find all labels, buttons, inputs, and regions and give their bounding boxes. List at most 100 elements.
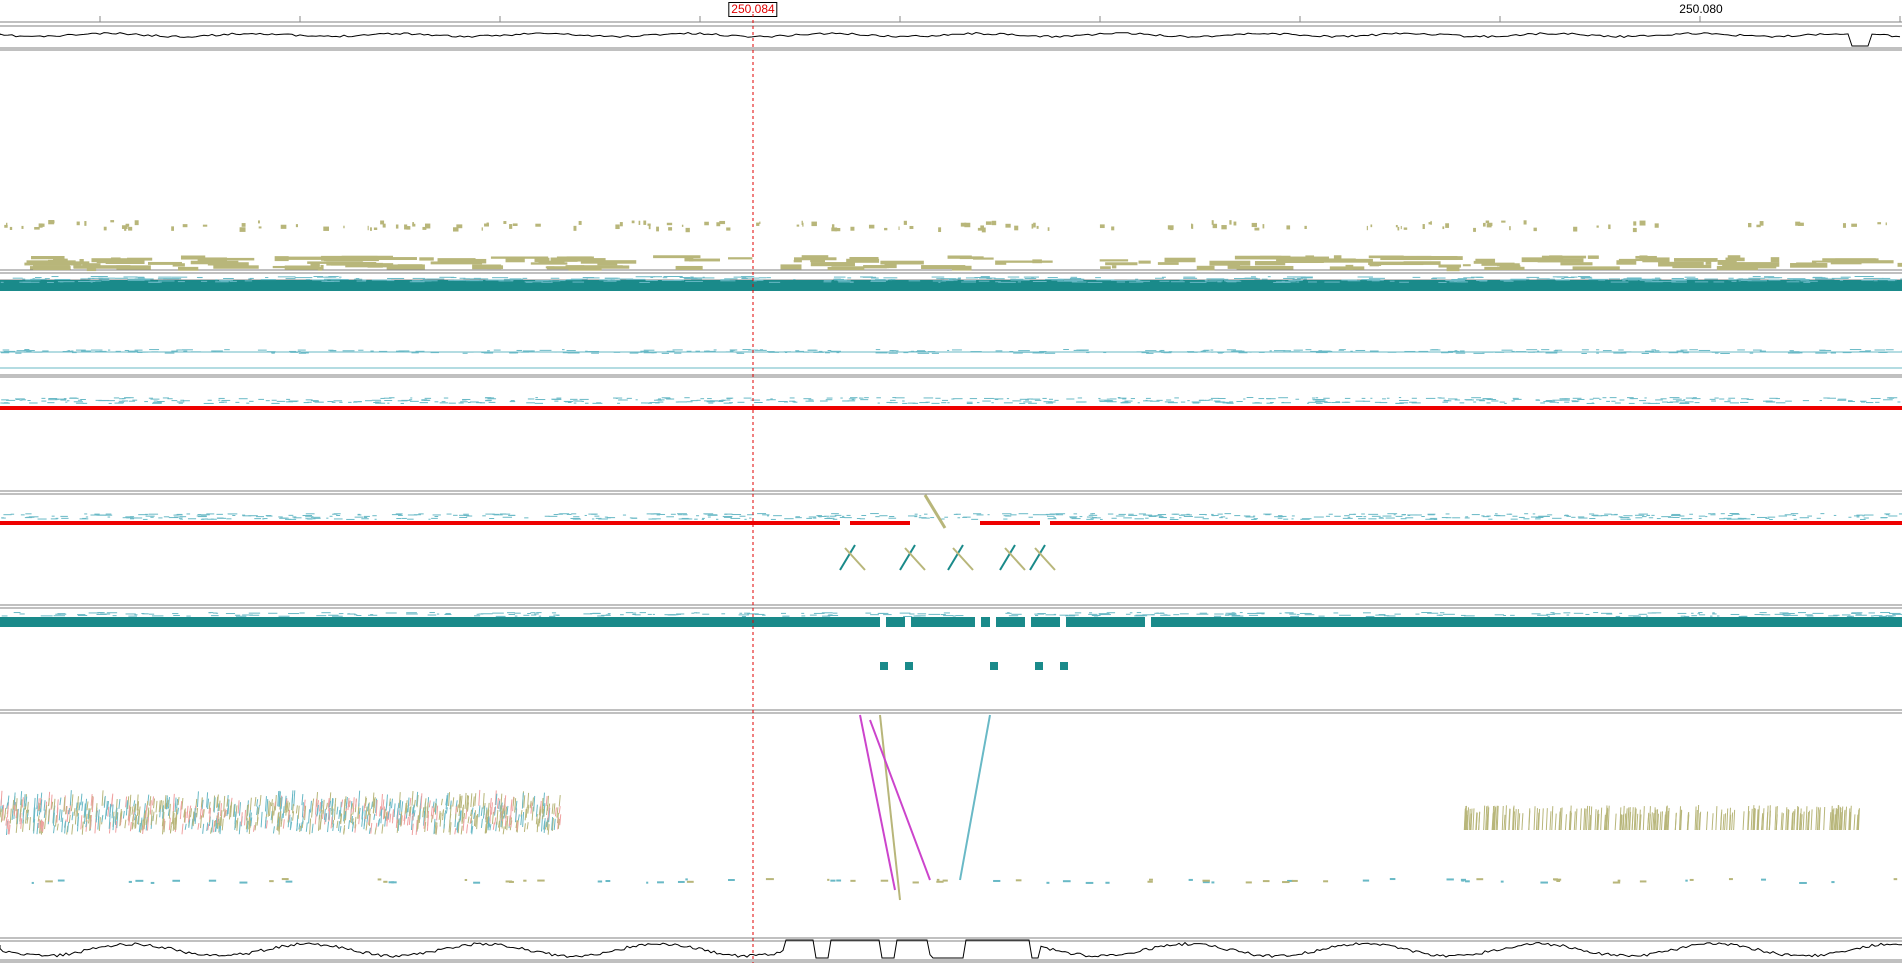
teal-read: [47, 402, 55, 404]
teal-read: [1290, 615, 1300, 617]
khaki-mark: [397, 264, 423, 267]
khaki-mark: [320, 264, 324, 270]
teal-read: [167, 398, 173, 400]
khaki-mark: [535, 223, 541, 227]
teal-read: [827, 350, 832, 352]
scatter-mark: [547, 806, 550, 816]
teal-read: [41, 400, 47, 402]
teal-read: [970, 351, 982, 353]
teal-read: [200, 280, 208, 282]
teal-read: [966, 401, 973, 403]
chevron-mark: [1029, 544, 1046, 571]
chevron-mark: [999, 544, 1016, 571]
scatter-mark: [101, 790, 104, 806]
teal-read: [1464, 517, 1470, 519]
scatter-mark: [473, 812, 476, 820]
teal-read: [784, 518, 794, 520]
teal-read: [312, 279, 328, 281]
scatter-mark: [470, 813, 473, 824]
teal-read: [888, 517, 897, 519]
teal-read: [762, 614, 766, 616]
teal-read: [485, 279, 499, 281]
teal-read: [690, 400, 698, 402]
teal-read: [1849, 349, 1862, 351]
scatter-mark: [475, 815, 478, 827]
teal-read: [80, 398, 86, 400]
scatter-mark: [1720, 809, 1723, 831]
khaki-mark: [486, 222, 489, 227]
teal-read: [148, 613, 155, 615]
teal-read: [125, 516, 134, 518]
teal-read: [432, 514, 441, 516]
teal-read: [492, 513, 500, 515]
scatter-mark: [248, 809, 251, 818]
teal-read: [1099, 401, 1109, 403]
teal-read: [747, 613, 759, 615]
teal-read: [1556, 276, 1569, 278]
teal-read: [874, 279, 886, 281]
scatter-mark: [317, 800, 320, 809]
teal-read: [1400, 518, 1407, 520]
teal-read: [1667, 516, 1674, 518]
teal-read: [1685, 397, 1694, 399]
teal-read: [232, 514, 236, 516]
scatter-mark: [331, 798, 334, 807]
teal-read: [448, 402, 456, 404]
scatter-mark: [1711, 813, 1714, 831]
khaki-mark: [241, 223, 246, 227]
teal-read: [473, 277, 481, 279]
scatter-mark: [44, 818, 47, 830]
scatter-mark: [1559, 808, 1562, 831]
teal-read: [1683, 399, 1686, 401]
teal-read: [1862, 515, 1865, 517]
khaki-mark: [38, 223, 43, 228]
scatter-mark: [506, 805, 509, 815]
teal-read: [1627, 397, 1634, 399]
teal-read: [1888, 397, 1898, 399]
teal-read: [571, 513, 577, 515]
scatter-mark: [418, 811, 421, 819]
scatter-mark: [422, 807, 425, 815]
teal-read: [1308, 401, 1317, 403]
khaki-mark: [1209, 260, 1251, 266]
teal-read: [1486, 402, 1491, 404]
teal-read: [1880, 612, 1891, 614]
teal-read: [1250, 276, 1256, 278]
teal-read: [914, 513, 918, 515]
teal-read: [807, 349, 817, 351]
teal-read: [1748, 277, 1765, 279]
scatter-mark: [448, 792, 451, 807]
teal-read: [1646, 279, 1659, 281]
scatter-mark: [478, 789, 481, 806]
teal-read: [1269, 350, 1272, 352]
scatter-mark: [348, 800, 351, 808]
teal-read: [1031, 277, 1035, 279]
scatter-mark: [387, 810, 390, 820]
scatter-mark: [474, 793, 477, 806]
teal-read: [889, 402, 898, 404]
teal-read: [682, 514, 688, 516]
teal-read: [485, 513, 495, 515]
teal-read: [235, 401, 240, 403]
teal-read: [1179, 613, 1189, 615]
teal-read: [33, 351, 43, 353]
teal-read: [1365, 615, 1375, 617]
teal-read: [499, 513, 507, 515]
scatter-mark: [424, 806, 427, 822]
teal-read: [1654, 350, 1660, 352]
scatter-mark: [1835, 811, 1838, 831]
teal-read: [196, 276, 203, 278]
scatter-mark: [1464, 805, 1467, 831]
teal-read: [1263, 513, 1272, 515]
teal-read: [1366, 279, 1384, 281]
scatter-mark: [1780, 812, 1783, 831]
scatter-mark: [1262, 880, 1270, 883]
teal-read: [865, 612, 872, 614]
teal-read: [1546, 400, 1552, 402]
teal-read: [570, 398, 578, 400]
teal-read: [706, 350, 710, 352]
teal-read: [426, 278, 445, 280]
teal-read: [930, 517, 935, 519]
